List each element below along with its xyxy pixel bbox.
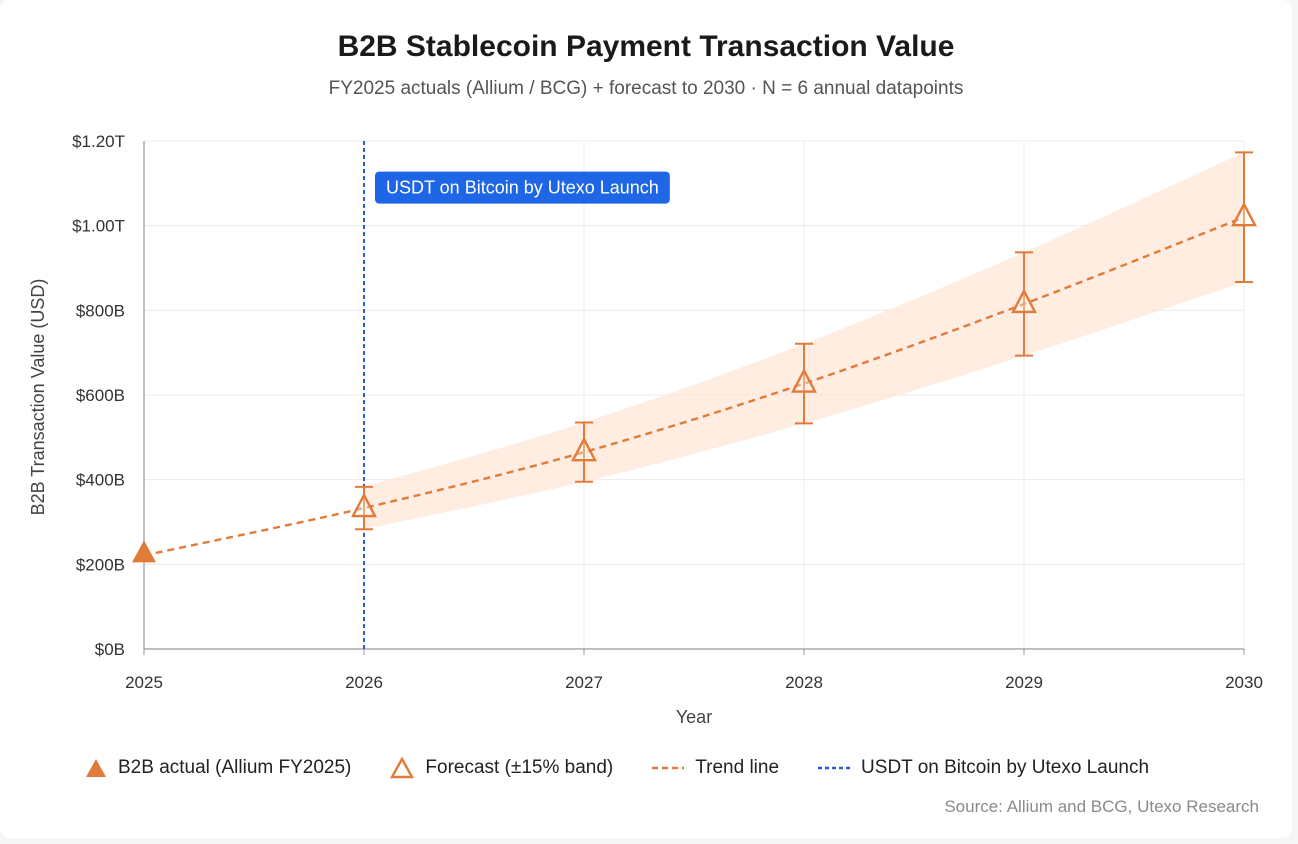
annotation-box	[375, 171, 670, 204]
trend-layer	[143, 216, 1245, 557]
x-tick-label: 2029	[1005, 673, 1043, 692]
forecast-point	[791, 342, 817, 425]
source-note: Source: Allium and BCG, Utexo Research	[944, 797, 1259, 816]
forecast-point	[351, 485, 377, 531]
x-axis-title: Year	[676, 707, 712, 727]
chart-title: B2B Stablecoin Payment Transaction Value	[337, 30, 955, 63]
forecast-marker	[351, 492, 377, 518]
y-tick-label: $0B	[95, 640, 125, 659]
y-axis-title: B2B Transaction Value (USD)	[28, 279, 48, 516]
forecast-point	[1231, 151, 1257, 283]
y-tick-label: $200B	[76, 555, 125, 574]
forecast-point	[1011, 251, 1037, 357]
dashed-line-icon	[652, 766, 685, 770]
launch-annotation: USDT on Bitcoin by Utexo Launch	[375, 171, 670, 204]
trend-line	[143, 216, 1245, 557]
forecast-marker	[571, 436, 597, 462]
dashed-vline-icon	[818, 766, 851, 770]
forecast-marker	[1011, 288, 1037, 314]
legend-label-actual: B2B actual (Allium FY2025)	[118, 757, 352, 778]
forecast-point	[571, 421, 597, 483]
y-tick-label: $1.00T	[72, 217, 125, 236]
x-tick-label: 2028	[785, 673, 823, 692]
legend-item-launch[interactable]: USDT on Bitcoin by Utexo Launch	[817, 757, 1149, 779]
chart-subtitle: FY2025 actuals (Allium / BCG) + forecast…	[328, 78, 964, 99]
forecast-marker	[1231, 201, 1257, 227]
chart-plot: $0B $200B $400B $600B $800B $1.00T $1.20T 2025 2…	[28, 132, 1263, 727]
legend-label-trend: Trend line	[695, 757, 780, 778]
marker-layer	[132, 151, 1257, 563]
legend: B2B actual (Allium FY2025) Forecast (±15…	[84, 752, 1187, 784]
legend-item-trend[interactable]: Trend line	[651, 757, 779, 779]
annotation-layer: USDT on Bitcoin by Utexo Launch	[375, 171, 670, 204]
x-tick-label: 2025	[125, 673, 163, 692]
open-triangle-icon	[390, 756, 415, 779]
x-tick-label: 2027	[565, 673, 603, 692]
legend-label-launch: USDT on Bitcoin by Utexo Launch	[861, 757, 1150, 778]
x-tick-label: 2030	[1225, 673, 1263, 692]
x-tick-label: 2026	[345, 673, 383, 692]
y-tick-label: $600B	[76, 386, 125, 405]
legend-label-forecast: Forecast (±15% band)	[425, 757, 614, 778]
axis-layer: $0B $200B $400B $600B $800B $1.00T $1.20T 2025 2…	[28, 132, 1263, 727]
y-tick-label: $1.20T	[72, 132, 125, 151]
filled-triangle-icon	[86, 759, 106, 777]
legend-item-actual[interactable]: B2B actual (Allium FY2025)	[84, 757, 351, 779]
legend-item-forecast[interactable]: Forecast (±15% band)	[389, 756, 613, 780]
y-tick-label: $400B	[76, 471, 125, 490]
forecast-marker	[791, 367, 817, 393]
actual-marker	[132, 540, 156, 563]
y-tick-label: $800B	[76, 301, 125, 320]
annotation-text: USDT on Bitcoin by Utexo Launch	[386, 178, 659, 198]
